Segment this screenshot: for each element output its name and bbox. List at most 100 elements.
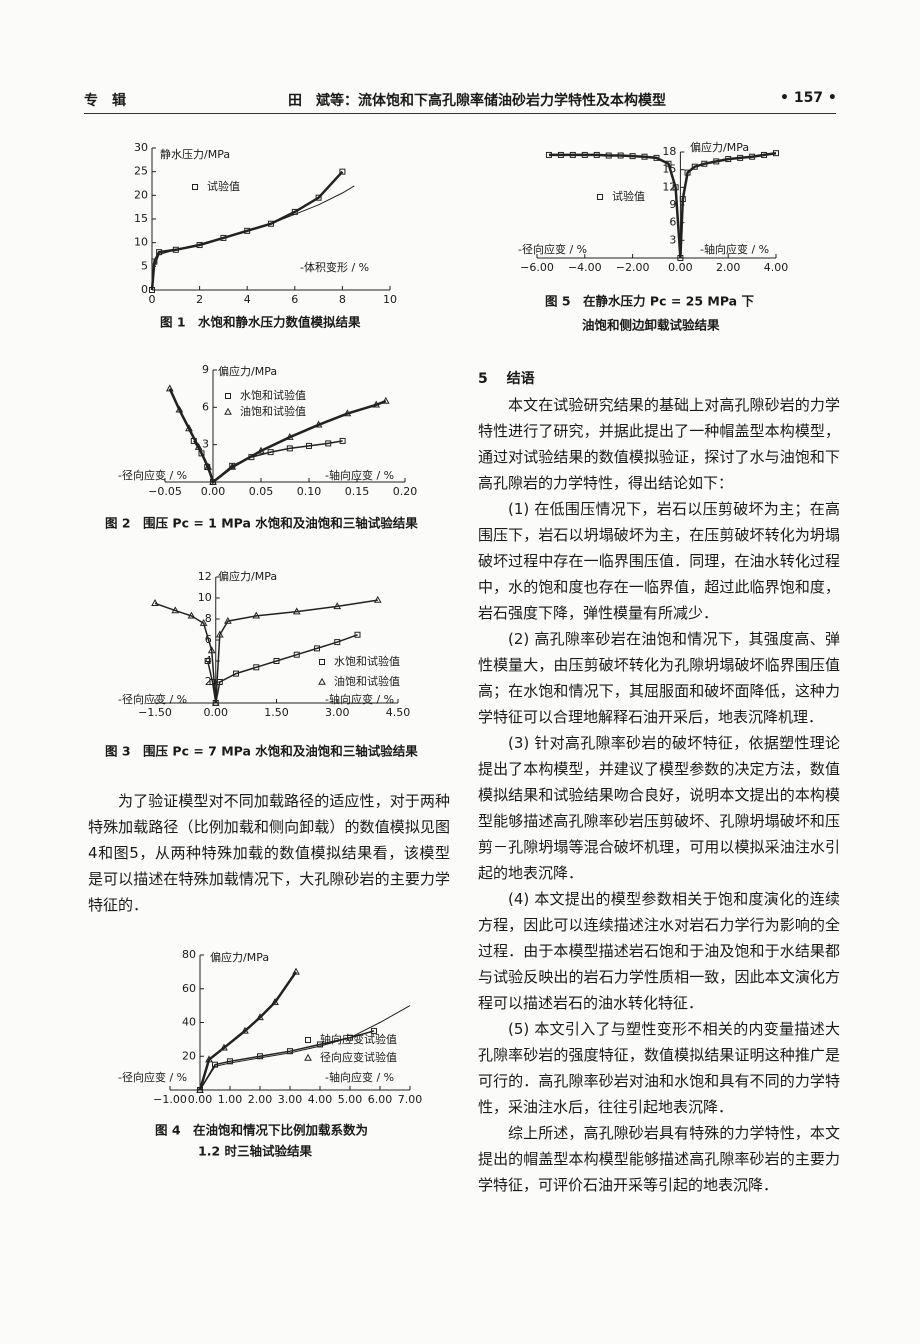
marker (749, 153, 756, 160)
x-axis-label: -轴向应变 / % (700, 242, 769, 256)
marker (333, 602, 342, 610)
marker (257, 446, 265, 454)
curve (168, 388, 387, 485)
marker (228, 462, 237, 470)
marker (343, 409, 352, 417)
marker (204, 462, 213, 470)
marker (268, 220, 274, 227)
legend-label: 油饱和试验值 (240, 404, 306, 418)
section-heading: 5 结语 (478, 368, 535, 388)
marker (220, 1043, 228, 1051)
x-tick-label: 0.00 (668, 261, 693, 274)
marker (204, 658, 211, 664)
y-axis-label: 偏应力/MPa (210, 950, 269, 964)
legend-marker (192, 184, 198, 190)
x-tick-label: 0.00 (204, 706, 229, 719)
marker (581, 151, 588, 158)
marker (545, 151, 552, 158)
marker (273, 658, 280, 664)
marker (209, 477, 217, 485)
marker (252, 611, 261, 619)
y-tick-label: 6 (202, 400, 209, 413)
section-number: 5 (478, 371, 488, 387)
x-tick-label: 4.00 (308, 1093, 333, 1106)
curve (154, 599, 378, 704)
legend-label: 试验值 (612, 189, 645, 203)
legend-marker (318, 677, 326, 685)
y-tick-label: 4 (205, 654, 212, 667)
marker (691, 163, 698, 170)
marker (244, 227, 251, 234)
y-tick-label: 10 (134, 236, 148, 249)
paragraph: 综上所述，高孔隙砂岩具有特殊的力学特性，本文提出的帽盖型本构模型能够描述高孔隙率… (478, 1124, 840, 1194)
curve (549, 151, 777, 259)
marker (679, 196, 686, 203)
marker (220, 234, 227, 241)
x-tick-label: 1.00 (218, 1093, 243, 1106)
y-tick-label: 30 (134, 141, 148, 154)
x-axis-label: -轴向应变 / % (325, 692, 394, 706)
figure-caption: 图 1 水饱和静水压力数值模拟结果 (160, 315, 361, 330)
marker (151, 599, 159, 606)
marker (207, 646, 216, 654)
page-number: • 157 • (780, 90, 837, 106)
marker (677, 255, 684, 261)
marker (347, 1034, 353, 1041)
x-axis-label-left: -径向应变 / % (118, 692, 187, 706)
marker (175, 405, 184, 413)
figure-caption: 图 2 围压 Pc = 1 MPa 水饱和及油饱和三轴试验结果 (105, 516, 418, 531)
marker (287, 1048, 293, 1055)
legend-marker (225, 393, 231, 399)
marker (241, 1026, 249, 1034)
x-tick-label: 4.50 (386, 706, 411, 719)
y-tick-label: 9 (202, 363, 209, 376)
running-title: 田 斌等：流体饱和下高孔隙率储油砂岩力学特性及本构模型 (288, 93, 666, 109)
marker (372, 400, 381, 408)
x-axis-label: -体积变形 / % (300, 260, 369, 274)
x-tick-label: 0.00 (201, 485, 226, 498)
y-tick-label: 0 (141, 283, 148, 296)
x-tick-label: −1.50 (138, 706, 172, 719)
paragraph: (1) 在低围压情况下，岩石以压剪破坏为主；在高围压下，岩石以坍塌破坏为主，在压… (478, 500, 840, 622)
y-tick-label: 15 (134, 212, 148, 225)
x-tick-label: 0.15 (345, 485, 370, 498)
marker (205, 1055, 213, 1063)
y-tick-label: 12 (198, 570, 212, 583)
marker (285, 432, 294, 440)
paragraph: 为了验证模型对不同加载路径的适应性，对于两种特殊加载路径（比例加载和侧向卸载）的… (88, 792, 450, 914)
y-tick-label: 2 (205, 675, 212, 688)
y-tick-label: 20 (134, 188, 148, 201)
y-axis-label: 偏应力/MPa (218, 569, 277, 583)
x-tick-label: 6 (291, 293, 298, 306)
curve (151, 185, 355, 291)
section-title: 结语 (506, 371, 535, 387)
paragraph: (3) 针对高孔隙率砂岩的破坏特征，依据塑性理论提出了本构模型，并建议了模型参数… (478, 734, 840, 882)
marker (713, 158, 720, 165)
marker (334, 639, 341, 646)
paragraph: (5) 本文引入了与塑性变形不相关的内变量描述大孔隙率砂岩的强度特征，数值模拟结… (478, 1020, 840, 1116)
marker (725, 156, 732, 163)
y-tick-label: 10 (198, 591, 212, 604)
marker (165, 384, 174, 392)
x-tick-label: 0.20 (393, 485, 418, 498)
marker (292, 967, 300, 975)
paragraph: (2) 高孔隙率砂岩在油饱和情况下，其强度高、弹性模量大，由压剪破坏转化为孔隙坍… (478, 630, 840, 726)
figure-caption: 图 4 在油饱和情况下比例加载系数为 (155, 1123, 368, 1138)
x-tick-label: 0.00 (188, 1093, 213, 1106)
legend-label: 油饱和试验值 (334, 674, 400, 688)
marker (256, 1013, 264, 1021)
marker (293, 651, 300, 658)
figure-caption: 图 3 围压 Pc = 7 MPa 水饱和及油饱和三轴试验结果 (105, 744, 418, 759)
marker (194, 442, 203, 450)
marker (314, 645, 320, 652)
y-axis-label: 偏应力/MPa (690, 140, 749, 154)
x-tick-label: 1.50 (264, 706, 289, 719)
running-head: 专 辑 (84, 93, 126, 109)
y-tick-label: 60 (182, 982, 196, 995)
right-body: 本文在试验研究结果的基础上对高孔隙砂岩的力学特性进行了研究，并据此提出了一种帽盖… (478, 392, 840, 1198)
figure-caption: 1.2 时三轴试验结果 (198, 1144, 312, 1159)
x-tick-label: 3.00 (278, 1093, 303, 1106)
marker (267, 449, 274, 456)
x-tick-label: 5.00 (338, 1093, 363, 1106)
